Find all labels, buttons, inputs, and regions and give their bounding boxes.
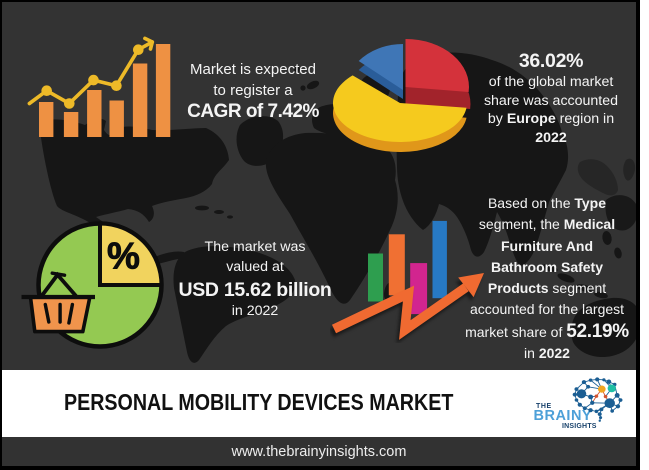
svg-text:%: % [107,235,140,276]
